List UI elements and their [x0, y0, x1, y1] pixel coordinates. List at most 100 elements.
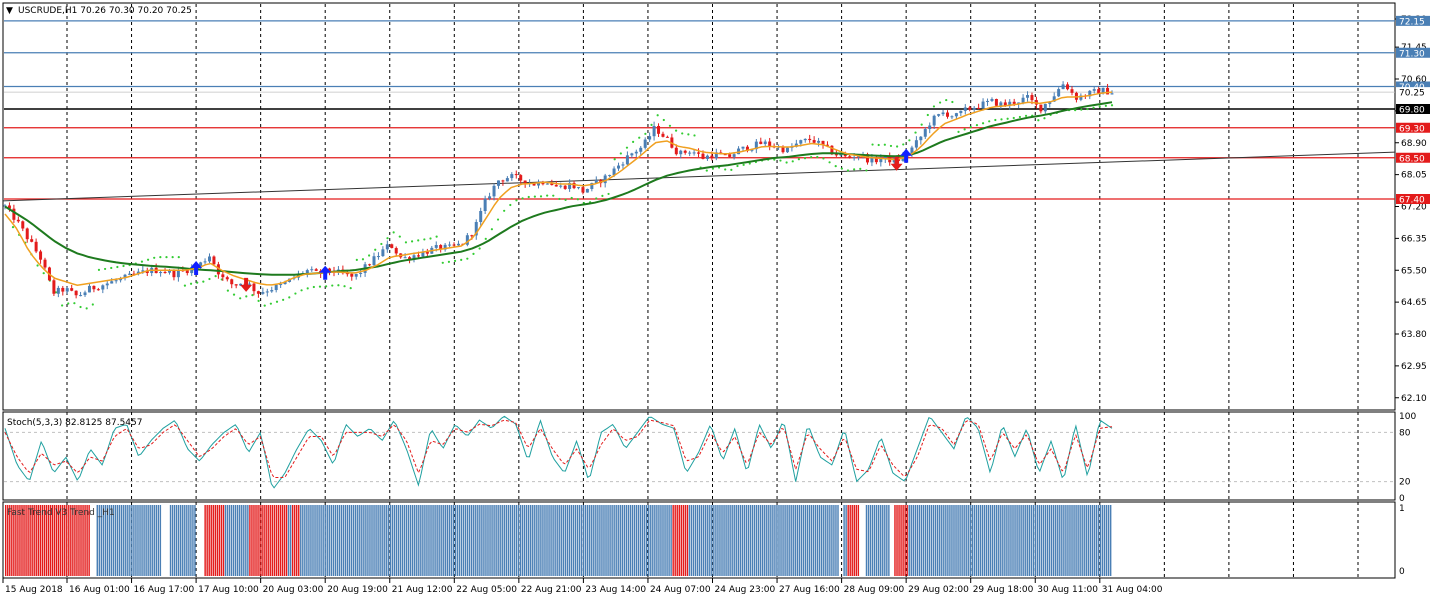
- sar-dot: [932, 105, 936, 108]
- sar-dot: [361, 258, 365, 261]
- sar-dot: [171, 256, 174, 259]
- candle-body: [394, 248, 398, 254]
- trend-bar: [1052, 505, 1055, 576]
- trend-bar: [470, 505, 473, 576]
- trend-bar: [39, 505, 42, 576]
- candle-body: [648, 136, 652, 140]
- candle-body: [932, 115, 936, 126]
- sar-dot: [662, 118, 665, 122]
- trend-bar: [1006, 505, 1008, 576]
- symbol-menu-icon[interactable]: ▼: [6, 6, 13, 16]
- candle-body: [977, 107, 981, 109]
- trend-bar: [420, 505, 422, 576]
- candle-body: [488, 196, 492, 199]
- sar-dot: [140, 260, 144, 263]
- candle-body: [710, 155, 714, 159]
- trend-bar: [464, 505, 467, 576]
- sar-dot: [693, 134, 696, 137]
- trend-bar: [884, 505, 886, 576]
- trend-bar: [332, 505, 335, 576]
- trendline[interactable]: [2, 151, 1396, 202]
- trend-bar: [493, 505, 495, 576]
- trend-bar: [804, 505, 807, 576]
- trend-bar: [798, 505, 801, 576]
- candle-body: [612, 168, 616, 176]
- trend-bar: [220, 505, 223, 576]
- sar-dot: [398, 235, 401, 238]
- candle-body: [990, 98, 994, 101]
- trend-bar: [928, 505, 931, 576]
- candle-body: [1110, 93, 1114, 95]
- trend-bar: [135, 505, 137, 576]
- trend-bar: [969, 505, 971, 576]
- sar-dot: [214, 274, 217, 278]
- trend-bar: [1101, 505, 1104, 576]
- trend-bar: [643, 505, 646, 576]
- trend-bar: [987, 505, 990, 576]
- candle-body: [203, 261, 207, 263]
- trend-bar: [265, 505, 267, 576]
- candle-body: [808, 138, 812, 141]
- trend-bar: [1063, 505, 1065, 576]
- trend-bar: [816, 505, 819, 576]
- candle-body: [817, 140, 821, 143]
- candle-body: [848, 156, 852, 158]
- trend-bar: [485, 505, 487, 576]
- trend-bar: [521, 505, 524, 576]
- trend-bar: [497, 505, 499, 576]
- trend-bar: [72, 505, 74, 576]
- trend-bar: [672, 505, 674, 576]
- trend-bar: [926, 505, 929, 576]
- trend-bar: [1089, 505, 1092, 576]
- trend-bar: [731, 505, 733, 576]
- sar-dot: [349, 287, 352, 290]
- sar-dot: [325, 285, 328, 288]
- trend-bar: [823, 505, 825, 576]
- trend-bar: [414, 505, 416, 576]
- trend-bar: [1046, 505, 1049, 576]
- y-tick-label: 70.60: [1401, 75, 1427, 85]
- trend-bar: [188, 505, 190, 576]
- trend-bar: [757, 505, 760, 576]
- trend-bar: [515, 505, 518, 576]
- trend-bar: [886, 505, 888, 576]
- candle-body: [897, 158, 901, 161]
- trend-bar: [1073, 505, 1075, 576]
- trend-bar: [635, 505, 638, 576]
- candle-body: [688, 152, 692, 154]
- trend-bar: [1093, 505, 1096, 576]
- trend-bar: [566, 505, 569, 576]
- sar-dot: [232, 293, 236, 296]
- candle-body: [692, 152, 696, 154]
- sar-dot: [337, 284, 340, 287]
- candle-body: [803, 138, 807, 141]
- trend-bar: [814, 505, 817, 576]
- sar-dot: [294, 292, 297, 295]
- trend-bar: [1067, 505, 1069, 576]
- trend-bar: [721, 505, 723, 576]
- trend-bar: [578, 505, 581, 576]
- trend-bar: [397, 505, 400, 576]
- stoch-tick-label: 0: [1399, 494, 1405, 504]
- trend-bar: [151, 505, 153, 576]
- sar-dot: [601, 194, 604, 197]
- sar-dot: [331, 284, 334, 287]
- trend-bar: [247, 505, 249, 576]
- candle-body: [212, 256, 216, 265]
- candle-body: [981, 101, 985, 109]
- trend-bar: [226, 505, 229, 576]
- sar-dot: [189, 282, 193, 285]
- candle-body: [474, 222, 478, 236]
- trend-bar: [641, 505, 644, 576]
- candle-body: [852, 157, 856, 159]
- trend-bar: [702, 505, 705, 576]
- candle-body: [705, 155, 709, 159]
- sar-dot: [779, 159, 782, 162]
- trend-bar: [326, 505, 328, 576]
- trend-bar: [713, 505, 715, 576]
- sar-dot: [1092, 106, 1095, 109]
- trend-bar: [916, 505, 919, 576]
- candle-body: [412, 255, 416, 260]
- candle-body: [381, 249, 385, 257]
- sar-dot: [73, 302, 76, 305]
